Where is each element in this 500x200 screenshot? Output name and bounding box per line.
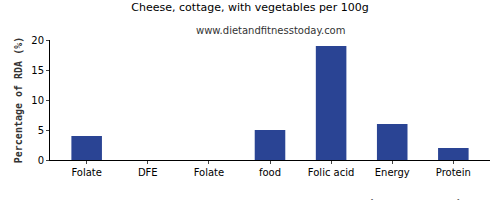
svg-text:DFE: DFE — [138, 167, 158, 178]
svg-text:Folic acid: Folic acid — [308, 167, 355, 178]
svg-text:Folate: Folate — [194, 167, 225, 178]
svg-text:food: food — [259, 167, 281, 178]
svg-text:www.dietandfitnesstoday.com: www.dietandfitnesstoday.com — [196, 25, 345, 36]
svg-text:Energy: Energy — [375, 167, 410, 178]
svg-text:Percentage of RDA (%): Percentage of RDA (%) — [13, 37, 24, 163]
svg-text:15: 15 — [31, 65, 44, 76]
svg-text:10: 10 — [31, 95, 44, 106]
svg-text:0: 0 — [38, 155, 44, 166]
svg-text:Protein: Protein — [436, 167, 471, 178]
svg-text:5: 5 — [38, 125, 44, 136]
svg-text:20: 20 — [31, 35, 44, 46]
svg-text:Folate: Folate — [71, 167, 102, 178]
svg-text:Different Nutrients: Different Nutrients — [362, 198, 488, 200]
svg-text:Cheese, cottage, with vegetabl: Cheese, cottage, with vegetables per 100… — [131, 1, 368, 14]
